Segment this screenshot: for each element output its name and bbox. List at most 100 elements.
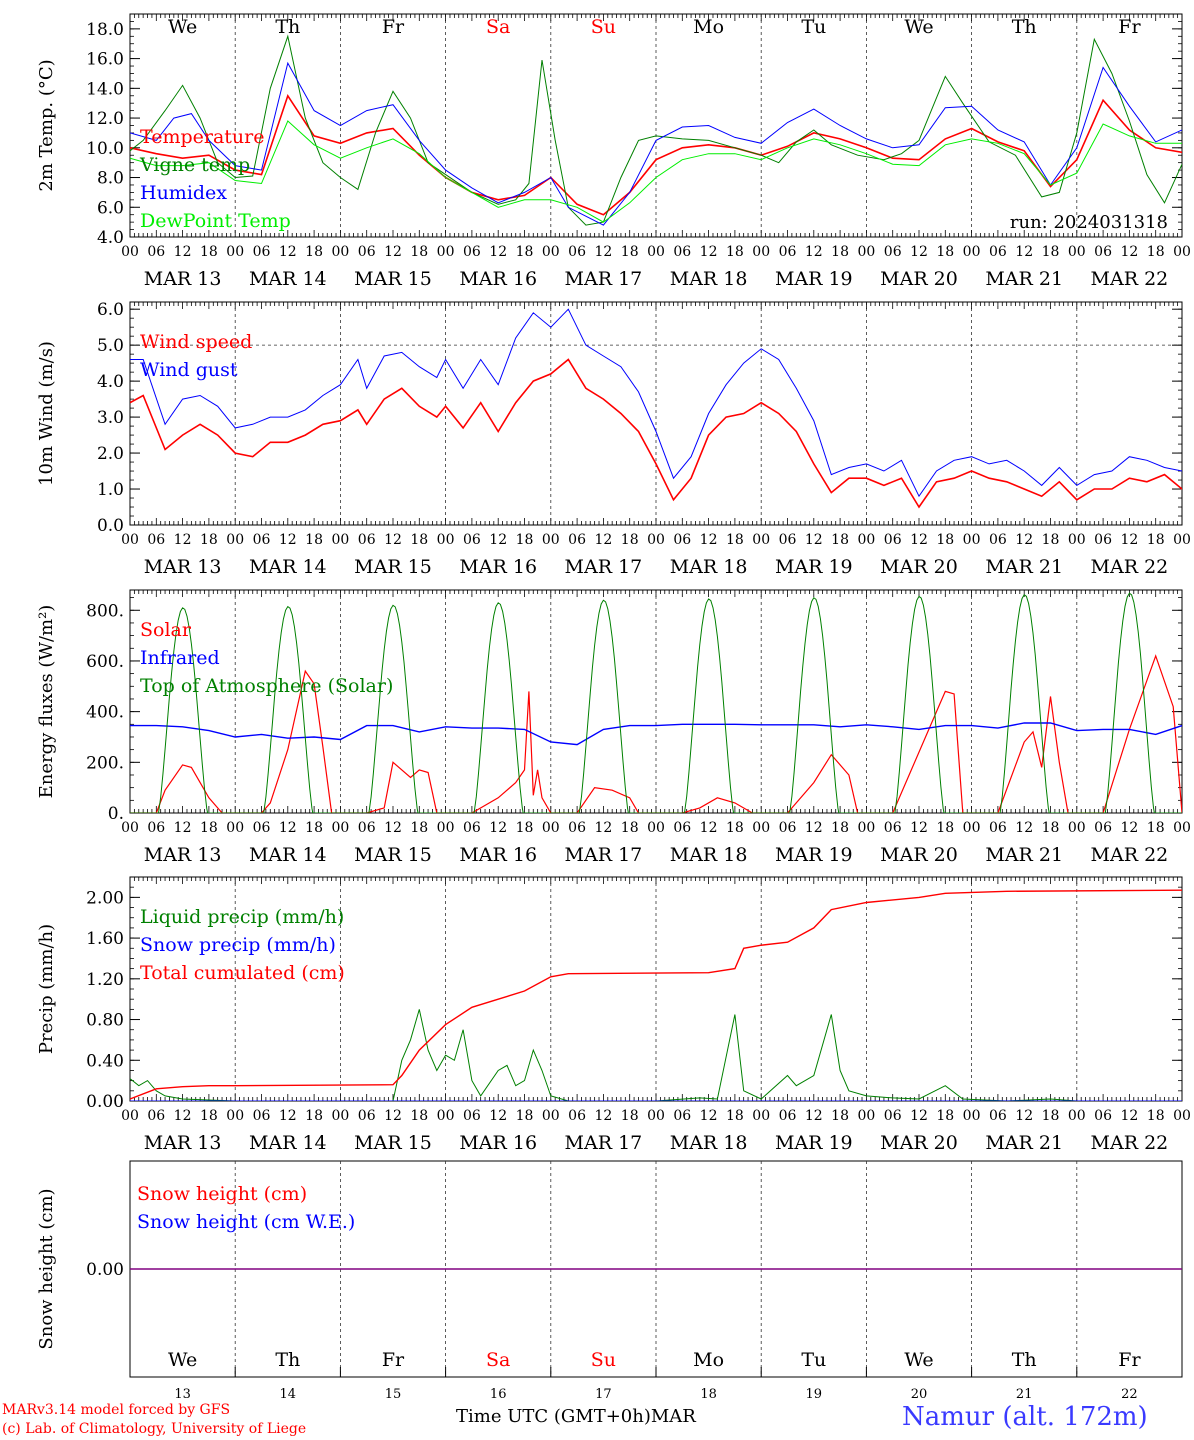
energy-y-tick-label: 600. [86, 652, 124, 672]
wind-date-label: MAR 14 [249, 556, 327, 578]
wind-y-tick-label: 2.0 [97, 444, 124, 464]
temp-frame [129, 13, 1183, 238]
wind-hour-tick-label: 06 [779, 532, 797, 548]
snow-y-tick-label: 0.00 [86, 1260, 124, 1280]
wind-hour-tick-label: 12 [174, 532, 192, 548]
temp-legend-entry: Vigne temp [139, 154, 250, 176]
wind-hour-tick-label: 06 [253, 532, 271, 548]
temp-hour-tick-label: 18 [621, 244, 639, 260]
temp-y-axis-title: 2m Temp. (°C) [36, 59, 57, 191]
day-number-label: 16 [490, 1387, 507, 1400]
wind-hour-tick-label: 18 [410, 532, 428, 548]
precip-hour-tick-label: 00 [1068, 1108, 1086, 1124]
temp-hour-tick-label: 12 [279, 244, 297, 260]
energy-y-tick-label: 0. [108, 804, 124, 824]
day-number-label: 14 [280, 1387, 297, 1400]
temp-hour-tick-label: 06 [673, 244, 691, 260]
precip-hour-tick-label: 00 [647, 1108, 665, 1124]
day-name-top: Fr [1118, 16, 1141, 38]
snow-legend-entry: Snow height (cm) [137, 1183, 307, 1205]
precip-hour-tick-label: 12 [594, 1108, 612, 1124]
precip-legend-entry: Liquid precip (mm/h) [140, 906, 344, 928]
temp-hour-tick-label: 18 [200, 244, 218, 260]
day-number-label: 21 [1016, 1387, 1033, 1400]
energy-legend-entry: Top of Atmosphere (Solar) [140, 675, 393, 697]
precip-hour-tick-label: 12 [910, 1108, 928, 1124]
precip-hour-tick-label: 18 [831, 1108, 849, 1124]
wind-hour-tick-label: 00 [1173, 532, 1191, 548]
precip-hour-tick-label: 06 [358, 1108, 376, 1124]
temp-hour-tick-label: 12 [700, 244, 718, 260]
energy-date-label: MAR 14 [249, 844, 327, 866]
temp-hour-tick-label: 06 [989, 244, 1007, 260]
precip-hour-tick-label: 06 [463, 1108, 481, 1124]
wind-y-tick-label: 1.0 [97, 480, 124, 500]
wind-hour-tick-label: 18 [726, 532, 744, 548]
precip-hour-tick-label: 00 [752, 1108, 770, 1124]
precip-y-tick-label: 1.20 [86, 970, 124, 990]
energy-hour-tick-label: 00 [1068, 820, 1086, 836]
temp-legend-entry: DewPoint Temp [140, 210, 291, 232]
temp-hour-tick-label: 00 [542, 244, 560, 260]
energy-hour-tick-label: 12 [174, 820, 192, 836]
wind-hour-tick-label: 06 [463, 532, 481, 548]
precip-hour-tick-label: 00 [226, 1108, 244, 1124]
energy-date-label: MAR 15 [354, 844, 432, 866]
energy-hour-tick-label: 18 [831, 820, 849, 836]
day-name-bottom: Th [1012, 1349, 1037, 1371]
temp-date-label: MAR 22 [1091, 268, 1169, 290]
day-name-top: We [904, 16, 933, 38]
wind-y-axis-title: 10m Wind (m/s) [36, 341, 57, 486]
energy-hour-tick-label: 12 [700, 820, 718, 836]
wind-date-label: MAR 18 [670, 556, 748, 578]
energy-hour-tick-label: 18 [936, 820, 954, 836]
wind-hour-tick-label: 00 [331, 532, 349, 548]
day-name-top: Mo [693, 16, 724, 38]
day-number-label: 13 [174, 1387, 191, 1400]
day-name-bottom: Fr [382, 1349, 405, 1371]
precip-hour-tick-label: 00 [963, 1108, 981, 1124]
energy-legend-entry: Infrared [140, 647, 220, 669]
energy-date-label: MAR 22 [1091, 844, 1169, 866]
wind-hour-tick-label: 12 [805, 532, 823, 548]
temp-legend-entry: Humidex [140, 182, 227, 204]
day-number-label: 19 [806, 1387, 823, 1400]
wind-hour-tick-label: 00 [437, 532, 455, 548]
day-name-bottom: Su [591, 1349, 616, 1371]
energy-hour-tick-label: 12 [489, 820, 507, 836]
precip-hour-tick-label: 12 [1120, 1108, 1138, 1124]
energy-y-tick-label: 800. [86, 601, 124, 621]
wind-hour-tick-label: 12 [1015, 532, 1033, 548]
precip-hour-tick-label: 12 [700, 1108, 718, 1124]
day-name-bottom: We [904, 1349, 933, 1371]
precip-hour-tick-label: 00 [857, 1108, 875, 1124]
wind-legend-entry: Wind gust [140, 359, 238, 381]
precip-hour-tick-label: 18 [410, 1108, 428, 1124]
temp-hour-tick-label: 00 [437, 244, 455, 260]
temp-y-tick-label: 6.0 [97, 198, 124, 218]
energy-hour-tick-label: 06 [253, 820, 271, 836]
station-name: Namur (alt. 172m) [902, 1402, 1148, 1432]
wind-hour-tick-label: 18 [1147, 532, 1165, 548]
energy-hour-tick-label: 18 [621, 820, 639, 836]
wind-date-label: MAR 19 [775, 556, 853, 578]
energy-hour-tick-label: 18 [1147, 820, 1165, 836]
energy-hour-tick-label: 06 [884, 820, 902, 836]
temp-hour-tick-label: 00 [226, 244, 244, 260]
day-name-bottom: Mo [693, 1349, 724, 1371]
temp-hour-tick-label: 12 [489, 244, 507, 260]
wind-hour-tick-label: 12 [700, 532, 718, 548]
temp-hour-tick-label: 18 [831, 244, 849, 260]
precip-y-tick-label: 0.80 [86, 1011, 124, 1031]
precip-y-tick-label: 2.00 [86, 888, 124, 908]
wind-hour-tick-label: 12 [489, 532, 507, 548]
temp-y-tick-label: 10.0 [86, 139, 124, 159]
wind-hour-tick-label: 06 [147, 532, 165, 548]
precip-hour-tick-label: 00 [331, 1108, 349, 1124]
wind-hour-tick-label: 18 [621, 532, 639, 548]
energy-series-solar [130, 654, 1182, 813]
wind-hour-tick-label: 12 [910, 532, 928, 548]
energy-hour-tick-label: 00 [752, 820, 770, 836]
day-name-top: Tu [801, 16, 826, 38]
wind-hour-tick-label: 06 [568, 532, 586, 548]
